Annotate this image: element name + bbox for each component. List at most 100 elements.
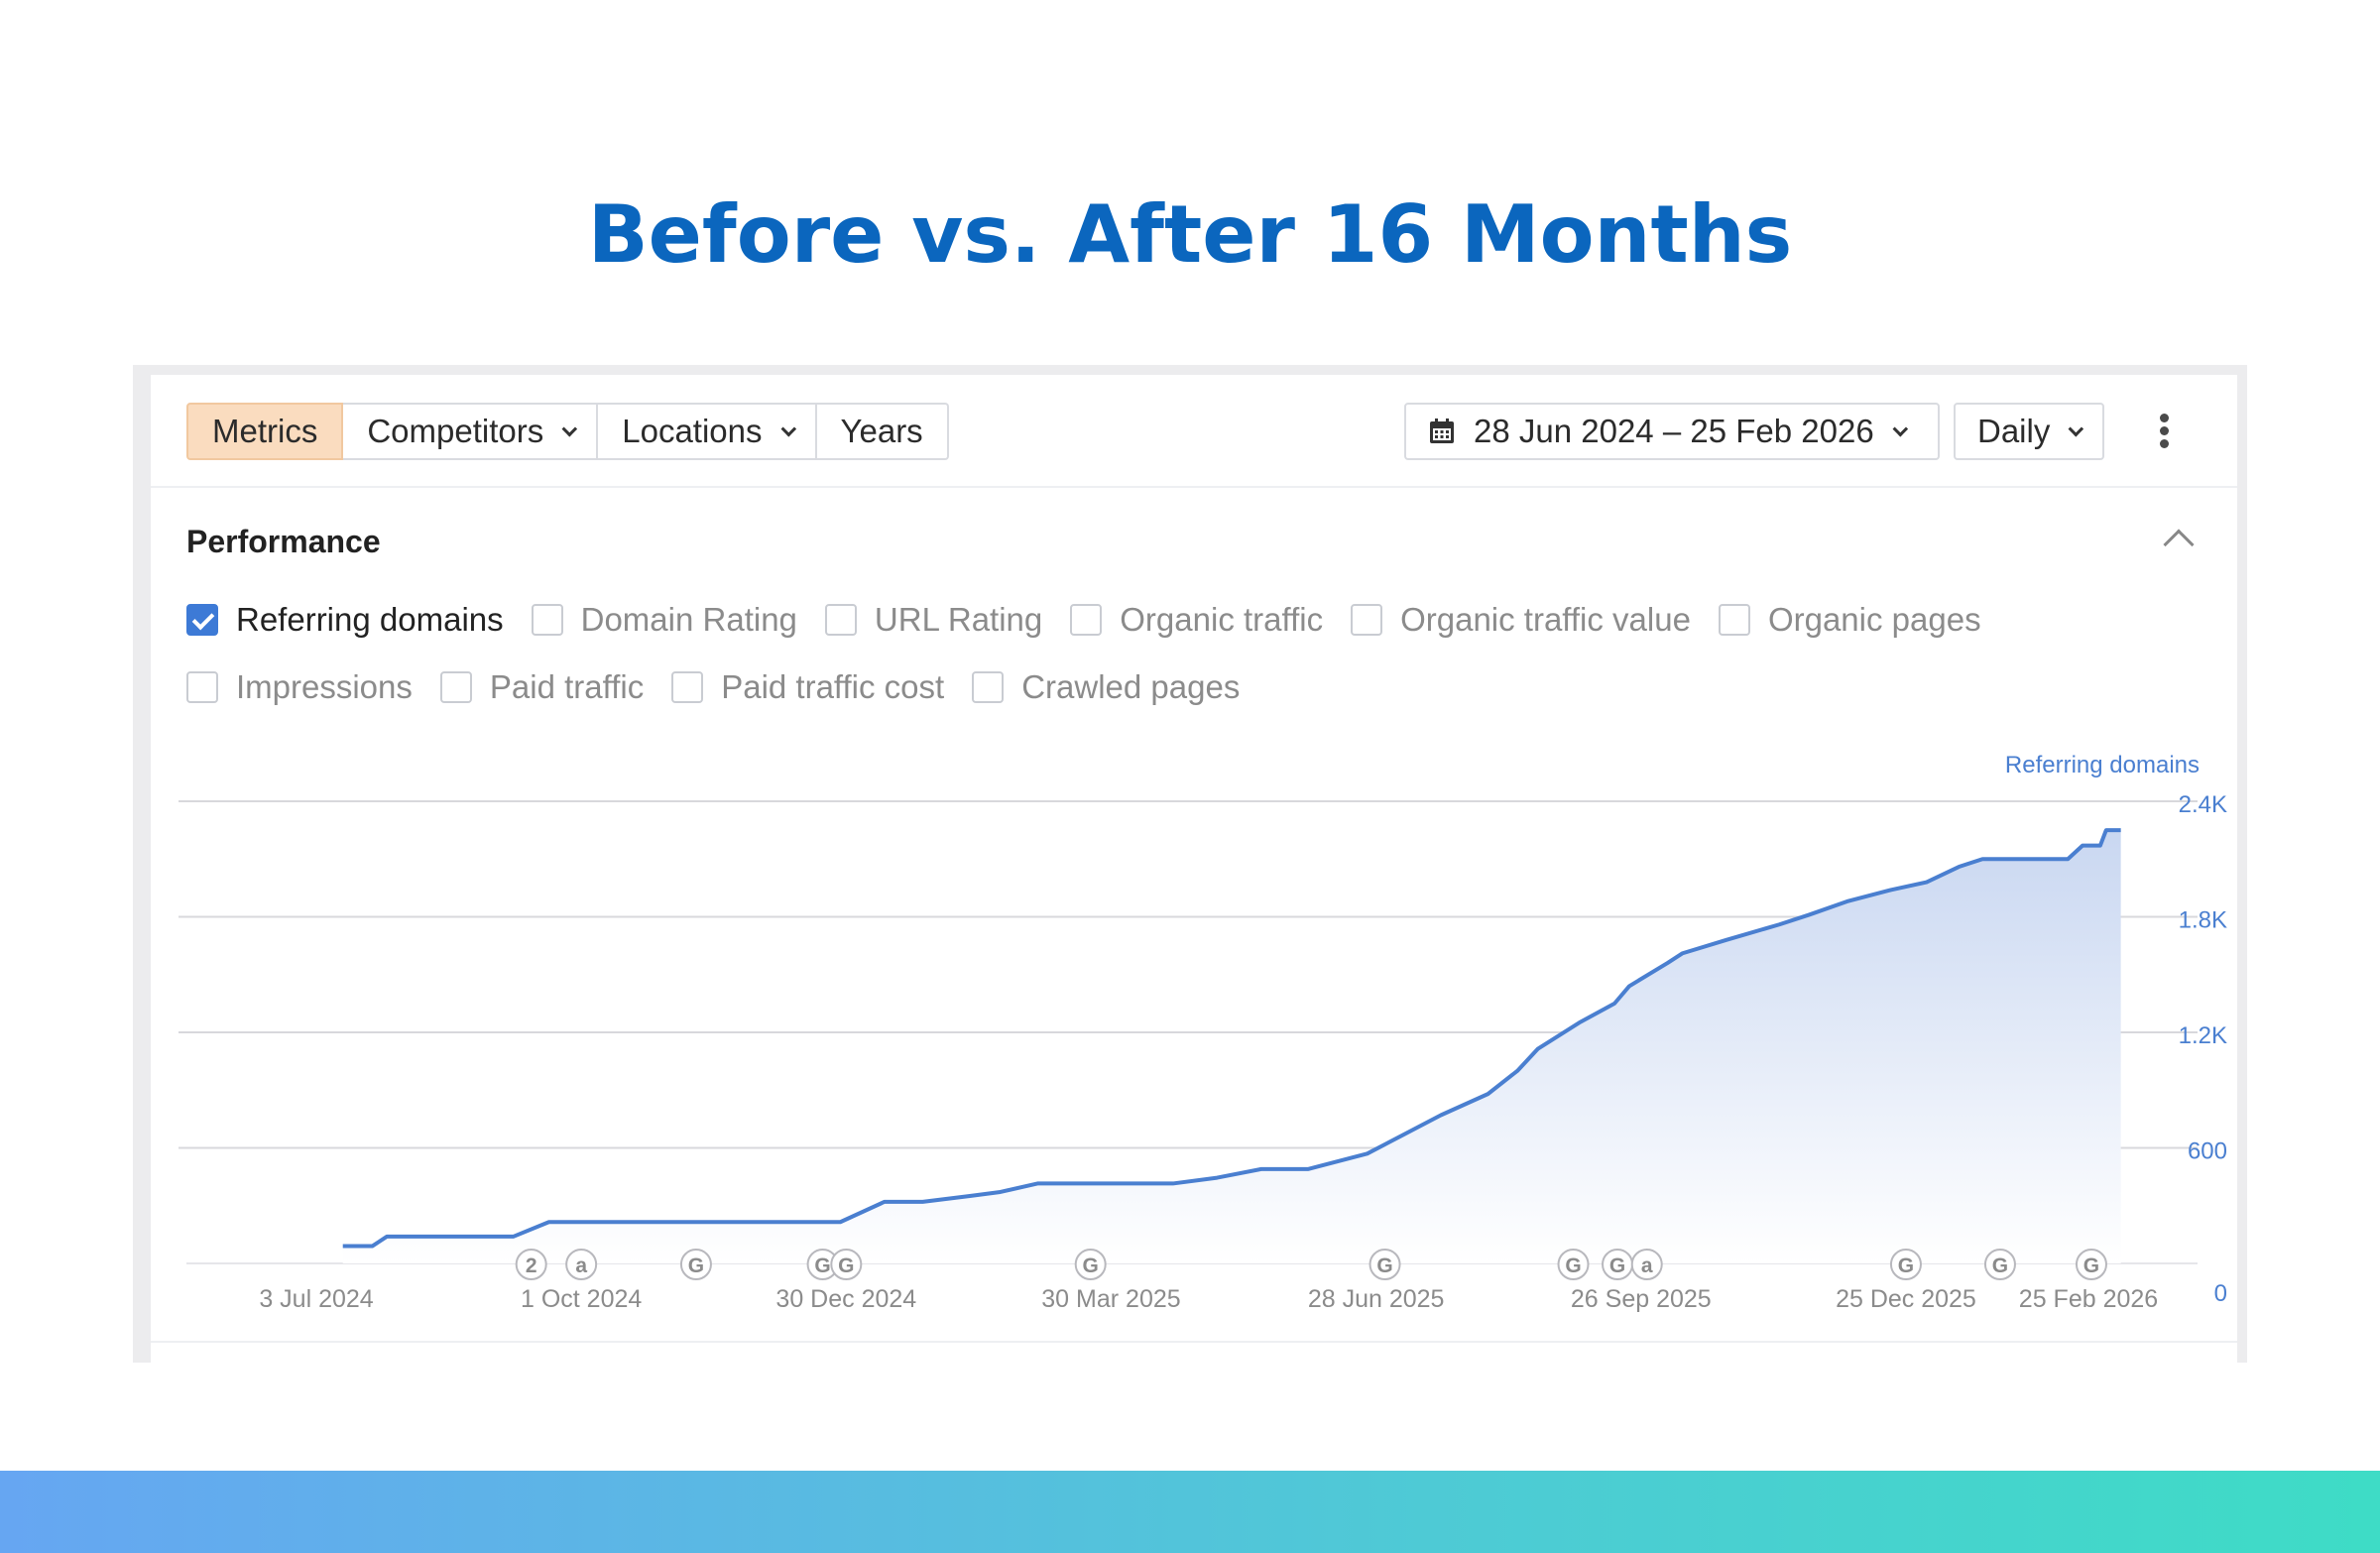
tab-locations-label: Locations	[622, 413, 763, 449]
granularity-select[interactable]: Daily	[1954, 403, 2104, 460]
calendar-icon	[1428, 418, 1456, 445]
footer-gradient-bar	[0, 1471, 2380, 1553]
annotation-marker: G	[1889, 1249, 1922, 1280]
annotation-marker: a	[1630, 1249, 1663, 1280]
annotation-circle	[2075, 1249, 2107, 1280]
annotation-label: G	[1083, 1254, 1099, 1277]
metric-option[interactable]: Organic traffic	[1070, 601, 1323, 639]
metric-label: Paid traffic cost	[721, 668, 945, 705]
annotation-circle	[1557, 1249, 1590, 1280]
metric-label: Impressions	[236, 668, 413, 705]
annotation-label: G	[688, 1254, 704, 1277]
metric-checkbox[interactable]	[186, 604, 218, 636]
annotation-circle	[679, 1249, 712, 1280]
metric-label: URL Rating	[874, 601, 1043, 638]
annotation-label: G	[2083, 1254, 2099, 1277]
metric-checkbox[interactable]	[972, 671, 1005, 703]
annotation-label: G	[1376, 1254, 1392, 1277]
annotation-circle	[830, 1249, 863, 1280]
annotation-circle	[1074, 1249, 1107, 1280]
y-tick-label: 0	[2214, 1280, 2227, 1307]
annotation-circle	[1983, 1249, 2016, 1280]
x-tick-label: 25 Feb 2026	[2019, 1285, 2158, 1313]
metric-option[interactable]: Impressions	[186, 668, 413, 706]
annotation-circle	[565, 1249, 598, 1280]
metric-label: Paid traffic	[489, 668, 645, 705]
metric-option[interactable]: Domain Rating	[531, 601, 797, 639]
annotation-label: a	[575, 1254, 587, 1277]
annotation-label: G	[1565, 1254, 1581, 1277]
annotation-label: G	[1609, 1254, 1625, 1277]
toolbar-divider	[151, 486, 2237, 488]
metric-option[interactable]: Paid traffic	[439, 668, 645, 706]
tab-metrics[interactable]: Metrics	[186, 403, 344, 460]
annotation-marker: G	[1074, 1249, 1107, 1280]
x-tick-label: 25 Dec 2025	[1836, 1285, 1976, 1313]
metric-label: Organic traffic	[1120, 601, 1324, 638]
metric-checkbox[interactable]	[531, 604, 563, 636]
y-tick-label: 1.2K	[2179, 1022, 2227, 1049]
toolbar-tabs: Metrics Competitors Locations Years	[186, 403, 949, 460]
tab-years-label: Years	[840, 413, 923, 449]
annotation-circle	[1889, 1249, 1922, 1280]
metric-checkbox[interactable]	[439, 671, 472, 703]
metric-option[interactable]: URL Rating	[824, 601, 1043, 639]
date-range-label: 28 Jun 2024 – 25 Feb 2026	[1474, 413, 1874, 449]
annotation-label: a	[1641, 1254, 1653, 1277]
annotation-marker: G	[1557, 1249, 1590, 1280]
y-tick-label: 2.4K	[2179, 791, 2227, 818]
annotation-marker: G	[1368, 1249, 1401, 1280]
y-tick-label: 1.8K	[2179, 907, 2227, 934]
metric-label: Domain Rating	[580, 601, 797, 638]
y-axis-label: Referring domains	[2005, 752, 2200, 778]
x-tick-label: 28 Jun 2025	[1308, 1285, 1445, 1313]
x-tick-label: 30 Mar 2025	[1041, 1285, 1180, 1313]
annotation-marker: a	[565, 1249, 598, 1280]
metric-checkbox[interactable]	[1070, 604, 1103, 636]
metric-label: Crawled pages	[1021, 668, 1241, 705]
x-tick-label: 26 Sep 2025	[1571, 1285, 1712, 1313]
y-tick-label: 600	[2188, 1138, 2227, 1165]
metric-option[interactable]: Organic traffic value	[1351, 601, 1691, 639]
tab-competitors-label: Competitors	[367, 413, 544, 449]
annotation-marker: G	[830, 1249, 863, 1280]
metric-checkbox[interactable]	[824, 604, 857, 636]
metrics-row-1: Referring domains Domain Rating URL Rating…	[186, 601, 2009, 639]
x-tick-label: 30 Dec 2024	[775, 1285, 916, 1313]
metric-option[interactable]: Crawled pages	[972, 668, 1240, 706]
granularity-label: Daily	[1977, 413, 2051, 449]
annotation-marker: G	[1602, 1249, 1634, 1280]
annotation-label: G	[814, 1254, 830, 1277]
metric-label: Organic traffic value	[1400, 601, 1691, 638]
tab-competitors[interactable]: Competitors	[343, 403, 599, 460]
tab-locations[interactable]: Locations	[598, 403, 817, 460]
annotation-marker: G	[2075, 1249, 2107, 1280]
tab-years[interactable]: Years	[816, 403, 949, 460]
headline: Before vs. After 16 Months	[587, 188, 1793, 281]
metric-option[interactable]: Referring domains	[186, 601, 504, 639]
series-line	[342, 828, 2121, 1249]
metric-checkbox[interactable]	[186, 671, 218, 703]
annotation-label: G	[1992, 1254, 2008, 1277]
annotation-circle	[1368, 1249, 1401, 1280]
more-options-icon[interactable]	[2152, 411, 2176, 452]
metrics-row-2: Impressions Paid traffic Paid traffic cost…	[186, 668, 1267, 706]
tab-metrics-label: Metrics	[212, 413, 318, 449]
metric-option[interactable]: Paid traffic cost	[671, 668, 944, 706]
metric-checkbox[interactable]	[1351, 604, 1383, 636]
performance-title: Performance	[186, 524, 381, 559]
annotation-label: G	[838, 1254, 854, 1277]
metric-label: Referring domains	[236, 601, 504, 638]
annotation-marker: G	[679, 1249, 712, 1280]
metric-option[interactable]: Organic pages	[1718, 601, 1981, 639]
panel-bottom-divider	[151, 1341, 2237, 1343]
metric-checkbox[interactable]	[671, 671, 704, 703]
annotation-circle	[515, 1249, 547, 1280]
metric-label: Organic pages	[1767, 601, 1981, 638]
annotation-circle	[1630, 1249, 1663, 1280]
date-range-button[interactable]: 28 Jun 2024 – 25 Feb 2026	[1404, 403, 1940, 460]
x-tick-label: 3 Jul 2024	[259, 1285, 373, 1313]
metric-checkbox[interactable]	[1718, 604, 1750, 636]
x-tick-label: 1 Oct 2024	[521, 1285, 642, 1313]
